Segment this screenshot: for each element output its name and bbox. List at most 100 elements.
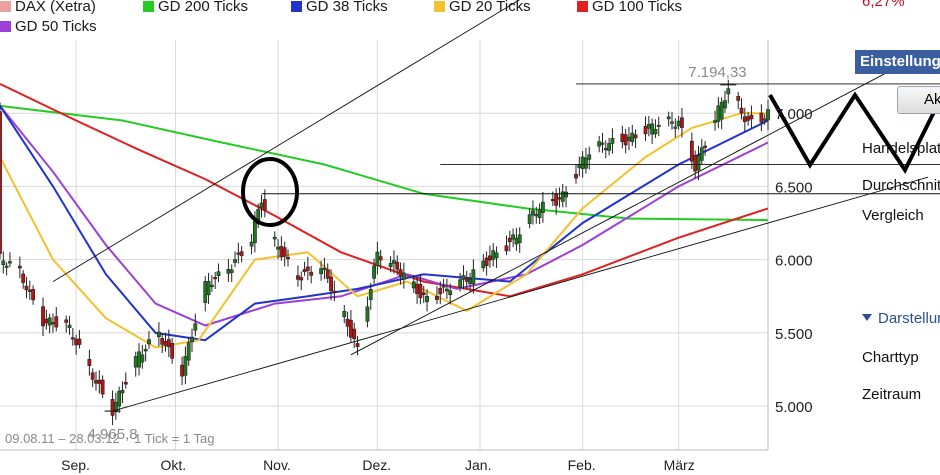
candle-body	[739, 107, 744, 114]
display-section-label: Darstellung	[878, 310, 940, 327]
candle-body	[646, 123, 651, 129]
candle-body	[203, 281, 208, 303]
setting-chart-type[interactable]: Charttyp	[862, 349, 919, 366]
trendlines	[52, 0, 940, 412]
candle-body	[587, 154, 592, 160]
candle-body	[471, 269, 476, 285]
candle-body	[365, 306, 370, 322]
legend-swatch	[0, 1, 11, 12]
setting-period[interactable]: Zeitraum	[862, 386, 922, 403]
candle-body	[299, 277, 304, 281]
candle-body	[352, 328, 357, 340]
candle-body	[166, 339, 171, 348]
candle-body	[746, 116, 751, 121]
chevron-down-icon	[862, 314, 872, 321]
y-tick-label: 5.000	[775, 399, 813, 416]
candle-body	[643, 126, 648, 135]
legend-label: GD 200 Ticks	[158, 0, 249, 15]
candle-body	[259, 202, 264, 208]
candle-body	[388, 263, 393, 268]
candle-body	[703, 145, 708, 148]
ma-line	[0, 105, 769, 342]
candle-body	[666, 116, 671, 120]
candle-body	[163, 341, 168, 346]
candle-body	[375, 251, 380, 266]
candle-body	[696, 155, 701, 171]
display-section-toggle[interactable]: Darstellung	[862, 310, 940, 327]
candle-body	[262, 199, 267, 211]
candle-body	[123, 381, 128, 385]
candle-body	[514, 237, 519, 245]
candle-body	[766, 109, 770, 121]
percent-change: 6,27%	[862, 0, 905, 10]
candle-body	[140, 354, 145, 363]
legend-item: GD 38 Ticks	[291, 0, 388, 15]
candle-body	[0, 111, 2, 254]
candle-body	[355, 343, 360, 347]
candle-body	[736, 96, 741, 101]
chart-labels: 5.000 5.500 6.000 6.500 7.000 Sep. Okt. Nov. Dez…	[61, 64, 812, 473]
candle-body	[54, 316, 59, 328]
candle-body	[742, 116, 747, 123]
candle-body	[44, 318, 49, 324]
candle-body	[680, 117, 684, 128]
candle-body	[70, 337, 75, 340]
candle-body	[226, 269, 231, 274]
refresh-button[interactable]: Aktualisieren	[897, 86, 940, 114]
setting-exchange[interactable]: Handelsplatz	[862, 140, 940, 157]
setting-average[interactable]: Durchschnitt	[862, 177, 940, 194]
candle-body	[24, 285, 29, 291]
candle-body	[302, 269, 307, 272]
candle-body	[90, 372, 95, 380]
legend-label: GD 38 Ticks	[306, 0, 388, 15]
y-tick-label: 6.500	[775, 179, 813, 196]
candle-body	[186, 342, 191, 361]
candle-body	[504, 245, 509, 252]
candle-body	[286, 256, 290, 260]
trendline	[112, 176, 929, 412]
candle-body	[348, 319, 353, 338]
candle-body	[160, 338, 165, 345]
candle-body	[249, 241, 254, 247]
candle-body	[468, 279, 472, 285]
candle-body	[580, 156, 585, 169]
candle-body	[435, 296, 439, 300]
candle-body	[484, 257, 489, 266]
candle-body	[233, 259, 237, 263]
candle-body	[603, 148, 608, 151]
candle-body	[305, 266, 310, 271]
candle-body	[21, 273, 26, 283]
candle-body	[554, 194, 559, 206]
candle-body	[64, 319, 69, 323]
candle-body	[401, 272, 406, 280]
legend-item: GD 50 Ticks	[0, 18, 97, 35]
candle-body	[193, 323, 198, 331]
candle-body	[623, 134, 628, 146]
candle-body	[464, 277, 469, 282]
candle-body	[584, 157, 588, 169]
legend-swatch	[143, 1, 154, 12]
candle-body	[216, 271, 221, 277]
candle-body	[723, 100, 727, 109]
candle-body	[8, 261, 12, 264]
zigzag-mark	[768, 91, 940, 174]
candle-body	[762, 118, 767, 121]
settings-header[interactable]: Einstellungen	[855, 50, 940, 74]
candle-body	[41, 306, 45, 327]
x-tick-label: Feb.	[568, 457, 596, 473]
extreme-label: 7.194,33	[688, 64, 746, 81]
candle-body	[117, 390, 122, 407]
candle-body	[147, 339, 151, 345]
candle-body	[444, 288, 449, 292]
candle-body	[564, 191, 568, 198]
setting-compare[interactable]: Vergleich	[862, 207, 924, 224]
legend-label: GD 20 Ticks	[449, 0, 531, 15]
candle-body	[491, 250, 496, 260]
candle-body	[190, 336, 194, 343]
legend-item: GD 20 Ticks	[434, 0, 531, 15]
candle-body	[47, 317, 52, 326]
chart-gridlines	[0, 40, 769, 451]
candle-body	[494, 252, 499, 259]
candle-body	[461, 275, 466, 280]
candle-body	[448, 290, 453, 296]
